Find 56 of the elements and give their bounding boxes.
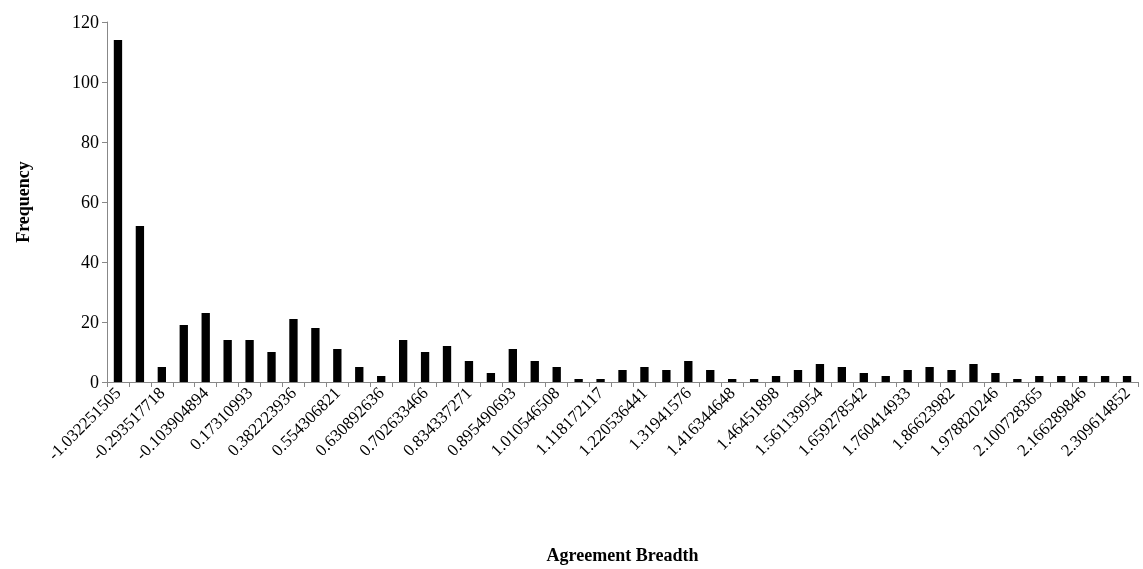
bar <box>179 325 188 382</box>
bar <box>881 376 890 382</box>
bar <box>201 313 210 382</box>
bar <box>1057 376 1066 382</box>
bar <box>398 340 408 382</box>
bar <box>596 379 605 382</box>
bar <box>728 379 737 382</box>
bar <box>903 370 912 382</box>
bar <box>1122 376 1132 382</box>
bar <box>311 328 320 382</box>
bar <box>552 367 561 382</box>
bar <box>464 361 474 382</box>
y-tick-label: 40 <box>81 252 99 272</box>
y-axis-title: Frequency <box>13 161 33 243</box>
bar <box>377 376 386 382</box>
bar <box>267 352 276 382</box>
y-tick-label: 120 <box>72 12 99 32</box>
bar <box>420 352 430 382</box>
bar <box>530 361 539 382</box>
bar <box>486 373 496 382</box>
bar <box>289 319 298 382</box>
bar <box>333 349 342 382</box>
bar <box>355 367 364 382</box>
y-tick-label: 100 <box>72 72 99 92</box>
bar <box>157 367 167 382</box>
bar <box>1035 376 1044 382</box>
bar <box>223 340 232 382</box>
bar <box>684 361 693 382</box>
bar <box>793 370 803 382</box>
bar <box>662 370 671 382</box>
bar <box>837 367 847 382</box>
bar <box>947 370 956 382</box>
bar <box>640 367 649 382</box>
bar <box>771 376 781 382</box>
bar <box>113 40 123 382</box>
x-axis-title: Agreement Breadth <box>546 545 699 565</box>
bar <box>925 367 934 382</box>
bar <box>618 370 627 382</box>
y-tick-label: 0 <box>90 372 99 392</box>
y-tick-label: 20 <box>81 312 99 332</box>
bar <box>749 379 759 382</box>
bar <box>245 340 254 382</box>
bar <box>508 349 517 382</box>
bar <box>859 373 868 382</box>
bar <box>1078 376 1088 382</box>
bar <box>135 226 145 382</box>
bar <box>1013 379 1022 382</box>
bar <box>969 364 978 382</box>
bar <box>706 370 715 382</box>
bar <box>574 379 583 382</box>
bar <box>1100 376 1110 382</box>
bar <box>815 364 825 382</box>
bar <box>991 373 1000 382</box>
bar <box>442 346 452 382</box>
y-tick-label: 60 <box>81 192 99 212</box>
y-tick-label: 80 <box>81 132 99 152</box>
